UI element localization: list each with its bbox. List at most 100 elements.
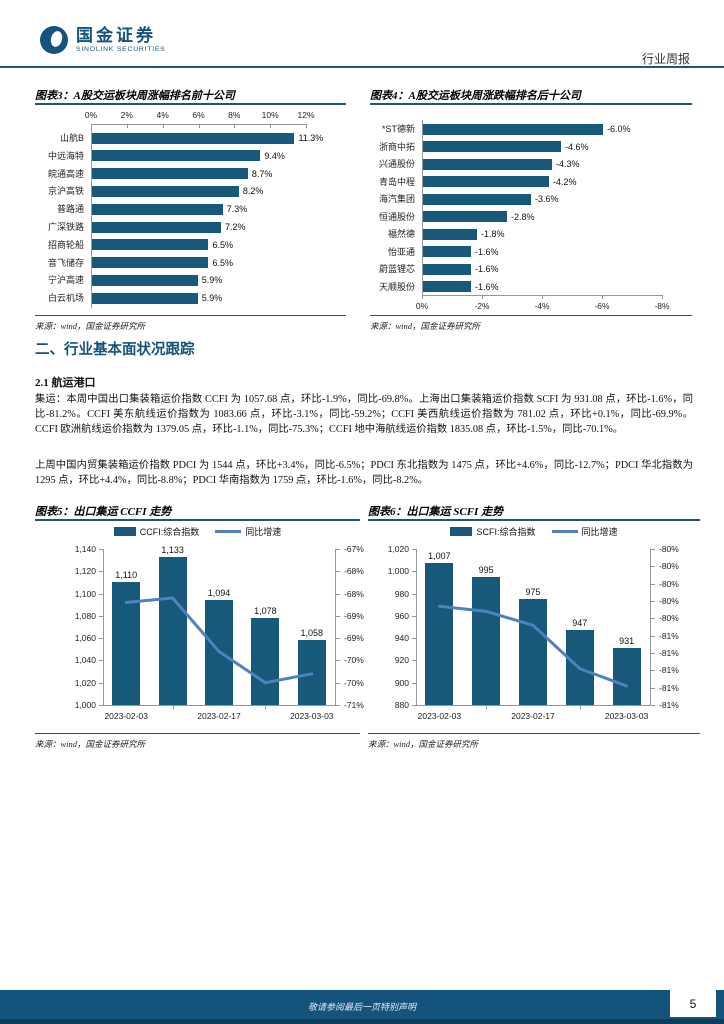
brand-tagline: SINOLINK SECURITIES — [76, 45, 166, 53]
y2-axis-tick — [651, 687, 655, 689]
figure-3-source-rule — [35, 315, 346, 316]
x-axis-tick — [422, 295, 423, 299]
y-axis-tick-label: 1,100 — [74, 588, 96, 599]
x-axis-tick-label: 2023-02-17 — [511, 711, 555, 721]
y2-axis-tick-label: -70% — [344, 655, 364, 666]
y2-axis-tick — [336, 682, 340, 684]
figure-6-source-rule — [368, 733, 700, 734]
bar — [423, 263, 471, 275]
figure-5-title-rule — [35, 519, 360, 521]
y-axis-tick — [412, 705, 416, 706]
y2-axis-tick — [651, 618, 655, 620]
y-axis-tick-label: 1,020 — [74, 677, 96, 688]
x-axis-tick-label: 2023-02-17 — [197, 711, 241, 721]
figure-6-title-rule — [368, 519, 700, 521]
y2-axis-tick — [651, 549, 655, 550]
y-axis-tick-label: 880 — [394, 700, 409, 710]
bar-value-label: -1.6% — [475, 281, 499, 292]
y-axis-tick — [412, 593, 416, 595]
x-axis-tick-label: -4% — [534, 301, 550, 311]
y2-axis-tick-label: -81% — [659, 630, 679, 641]
figure-4-title-rule — [370, 103, 692, 105]
category-label: 怡亚通 — [387, 246, 415, 257]
x-axis-tick-label: 2023-03-03 — [604, 711, 649, 721]
category-label: 普路通 — [56, 204, 84, 215]
x-axis-tick — [602, 295, 603, 299]
y-axis-tick-label: 920 — [394, 655, 409, 666]
y-axis-tick — [412, 615, 416, 617]
bar-value-label: 1,058 — [300, 628, 324, 639]
bar — [92, 239, 209, 251]
bar — [158, 556, 187, 705]
y2-axis-tick-label: -80% — [659, 596, 679, 606]
bar-value-label: 995 — [478, 564, 494, 575]
y-axis — [103, 549, 104, 705]
bar — [423, 176, 549, 187]
x-axis-tick — [162, 124, 164, 128]
bar — [92, 274, 198, 286]
x-axis-tick-label: 6% — [192, 110, 205, 120]
x-axis-tick-label: 12% — [297, 110, 315, 120]
x-axis — [103, 705, 336, 706]
x-axis-tick — [198, 124, 200, 128]
x-axis-tick — [486, 705, 488, 709]
y-axis-tick-label: 1,020 — [387, 544, 409, 554]
bar-value-label: 6.5% — [212, 257, 233, 268]
category-label: 恒通股份 — [378, 211, 415, 222]
sinolink-logo-icon — [40, 26, 68, 54]
figure-3-title: 图表3：A股交运板块周涨幅排名前十公司 — [35, 90, 235, 102]
bar-value-label: 947 — [572, 618, 588, 629]
y-axis-tick — [99, 549, 103, 550]
bar-value-label: 8.7% — [251, 168, 273, 179]
y-axis-tick-label: 960 — [394, 610, 409, 621]
figure-5-legend: CCFI:综合指数 同比增速 — [35, 525, 360, 537]
bar — [92, 257, 209, 269]
figure-4-title: 图表4：A股交运板块周涨跌幅排名后十公司 — [370, 90, 581, 102]
y-axis-tick — [99, 593, 103, 595]
line-swatch-icon — [551, 529, 578, 533]
bar-value-label: 6.5% — [212, 239, 233, 250]
category-label: 青岛中程 — [378, 176, 415, 187]
brand: 国金证券 SINOLINK SECURITIES — [40, 26, 166, 54]
y2-axis — [650, 549, 651, 705]
figure-4-chart: 0% -2% -4% -6% -8% *ST德新 -6.0% 浙商中拓 -4.6% 兴通股份 -4.… — [370, 107, 692, 313]
bar — [423, 211, 507, 222]
bar — [92, 221, 221, 233]
figure-3-source: 来源：wind，国金证券研究所 — [35, 321, 146, 331]
x-axis-tick — [126, 124, 128, 128]
bar-swatch-icon — [113, 526, 136, 536]
page-number: 5 — [670, 990, 716, 1017]
category-label: *ST德新 — [381, 124, 415, 134]
y2-axis-tick — [336, 593, 340, 595]
x-axis-tick-label: 2023-02-03 — [417, 711, 462, 721]
y-axis-tick — [99, 705, 103, 706]
y2-axis-tick — [336, 549, 340, 550]
x-axis-tick — [482, 295, 483, 299]
bar-value-label: 931 — [619, 636, 635, 647]
category-label: 宁沪高速 — [47, 275, 84, 286]
y2-axis-tick — [336, 705, 340, 706]
paragraph-shipping-pdci: 上周中国内贸集装箱运价指数 PDCI 为 1544 点，环比+3.4%，同比-6… — [35, 460, 693, 486]
line-swatch-icon — [215, 529, 242, 533]
y-axis-tick — [99, 571, 103, 573]
bar-value-label: 7.3% — [226, 204, 248, 215]
x-axis-tick-label: 8% — [228, 110, 241, 120]
bar — [423, 141, 561, 152]
bar — [423, 193, 531, 205]
x-axis-tick-label: 2023-02-03 — [104, 711, 148, 721]
bar — [565, 630, 594, 705]
bar-value-label: -1.8% — [481, 229, 505, 239]
bar-value-label: -2.8% — [511, 211, 535, 222]
x-axis-tick-label: 2023-03-03 — [290, 711, 334, 721]
x-axis — [416, 705, 651, 706]
category-label: 天顺股份 — [378, 281, 415, 292]
figure-4-source-rule — [370, 315, 692, 316]
bar-value-label: -4.3% — [556, 159, 580, 169]
y2-axis-tick — [336, 615, 340, 617]
footer-disclaimer: 敬请参阅最后一页特别声明 — [307, 1002, 416, 1012]
y-axis-tick-label: 1,140 — [74, 544, 96, 554]
y2-axis-tick — [651, 635, 655, 637]
bar-value-label: 1,078 — [254, 606, 277, 617]
y-axis-tick-label: 1,000 — [74, 700, 96, 710]
y2-axis-tick-label: -80% — [659, 613, 679, 624]
